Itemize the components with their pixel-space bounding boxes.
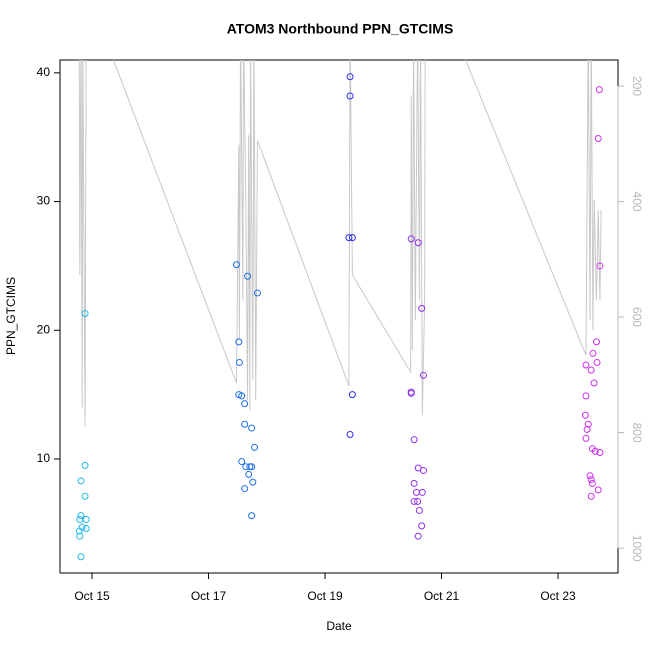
- data-point: [595, 86, 603, 94]
- data-point: [414, 239, 422, 247]
- data-point: [587, 366, 595, 374]
- data-point: [77, 477, 85, 485]
- data-point: [407, 235, 415, 243]
- y2-tick-label: 200: [630, 76, 644, 96]
- y2-tick-label: 600: [630, 307, 644, 327]
- plot-box: [59, 59, 619, 574]
- data-point: [407, 389, 415, 397]
- x-tick-label: Oct 17: [191, 589, 227, 603]
- data-point: [241, 420, 249, 428]
- chart-title: ATOM3 Northbound PPN_GTCIMS: [227, 21, 454, 37]
- y2-tick-label: 800: [630, 423, 644, 443]
- data-point: [582, 392, 590, 400]
- y-tick-label: 20: [37, 322, 51, 336]
- x-tick-label: Oct 21: [424, 589, 460, 603]
- data-point: [248, 424, 256, 432]
- data-point: [348, 391, 356, 399]
- data-point: [410, 436, 418, 444]
- data-point: [593, 358, 601, 366]
- data-point: [346, 431, 354, 439]
- data-point: [582, 361, 590, 369]
- data-point: [76, 515, 84, 523]
- data-point: [588, 479, 596, 487]
- data-point: [244, 272, 252, 280]
- data-point: [348, 234, 356, 242]
- data-point: [586, 472, 594, 480]
- data-point: [596, 449, 604, 457]
- data-point: [81, 461, 89, 469]
- data-point: [582, 434, 590, 442]
- x-axis-label: Date: [326, 619, 352, 633]
- data-point: [76, 532, 84, 540]
- data-point: [77, 512, 85, 520]
- data-point: [82, 515, 90, 523]
- data-point: [581, 411, 589, 419]
- data-point: [410, 497, 418, 505]
- data-point: [346, 73, 354, 81]
- data-point: [415, 506, 423, 514]
- data-point: [248, 512, 256, 520]
- data-point: [587, 492, 595, 500]
- y-tick-label: 10: [37, 451, 51, 465]
- x-tick-label: Oct 15: [74, 589, 110, 603]
- data-point: [419, 371, 427, 379]
- data-point: [414, 532, 422, 540]
- data-point: [235, 358, 243, 366]
- data-point: [419, 467, 427, 475]
- y2-tick-label: 1000: [630, 535, 644, 562]
- data-point: [592, 338, 600, 346]
- x-tick-label: Oct 19: [307, 589, 343, 603]
- data-point: [418, 304, 426, 312]
- data-point: [414, 497, 422, 505]
- data-point: [412, 488, 420, 496]
- plot-area: [75, 60, 604, 561]
- data-point: [345, 234, 353, 242]
- x-tick-label: Oct 23: [540, 589, 576, 603]
- data-point: [232, 261, 240, 269]
- data-point: [596, 262, 604, 270]
- data-point: [253, 289, 261, 297]
- y-axis-label: PPN_GTCIMS: [4, 277, 18, 355]
- y-tick-label: 40: [37, 65, 51, 79]
- data-point: [584, 420, 592, 428]
- data-point: [245, 470, 253, 478]
- y-tick-label: 30: [37, 194, 51, 208]
- data-point: [81, 310, 89, 318]
- data-point: [241, 400, 249, 408]
- data-point: [249, 478, 257, 486]
- data-point: [589, 349, 597, 357]
- data-point: [238, 458, 246, 466]
- data-point: [346, 92, 354, 100]
- data-point: [77, 553, 85, 561]
- data-point: [251, 443, 259, 451]
- data-point: [238, 392, 246, 400]
- data-point: [241, 485, 249, 493]
- data-line: [78, 60, 602, 427]
- data-point: [75, 527, 83, 535]
- data-point: [594, 135, 602, 143]
- data-point: [248, 463, 256, 471]
- data-point: [81, 492, 89, 500]
- data-point: [583, 425, 591, 433]
- data-point: [82, 524, 90, 532]
- data-point: [587, 476, 595, 484]
- data-point: [594, 486, 602, 494]
- data-point: [418, 522, 426, 530]
- y2-tick-label: 400: [630, 192, 644, 212]
- data-point: [418, 488, 426, 496]
- data-point: [591, 447, 599, 455]
- data-point: [590, 379, 598, 387]
- data-point: [235, 338, 243, 346]
- data-point: [410, 479, 418, 487]
